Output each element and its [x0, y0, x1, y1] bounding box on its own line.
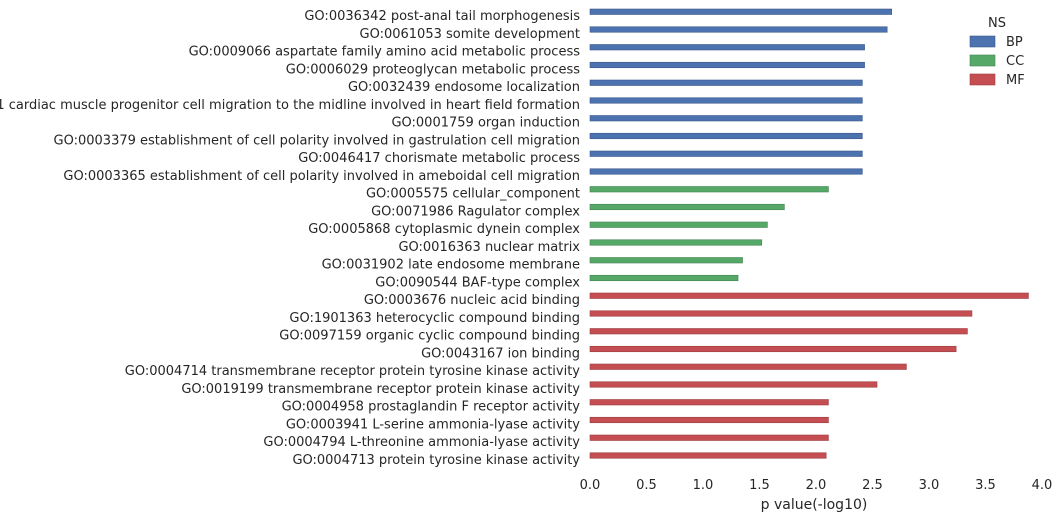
bar-bp [589, 150, 863, 157]
category-label: GO:0004794 L-threonine ammonia-lyase act… [263, 435, 580, 450]
bar-bp [589, 168, 863, 175]
x-tick-label: 1.5 [749, 478, 770, 493]
x-axis-ticks: 0.0 0.5 1.0 1.5 2.0 2.5 3.0 3.5 4.0 [580, 478, 1052, 493]
category-label: GO:0061053 somite development [360, 27, 580, 42]
bar-mf [589, 345, 957, 353]
category-label: GO:0009066 aspartate family amino acid m… [189, 45, 581, 60]
bar-mf [589, 452, 827, 459]
bar-mf [589, 381, 878, 388]
x-tick-label: 2.5 [862, 478, 883, 493]
bar-mf [589, 292, 1029, 299]
category-label: GO:0071986 Ragulator complex [371, 204, 580, 219]
category-label: GO:0016363 nuclear matrix [398, 240, 580, 255]
bar-cc [589, 274, 739, 282]
bar-bp [589, 132, 863, 140]
bar-cc [589, 239, 763, 246]
bar-bp [589, 61, 865, 69]
category-label: GO:0003676 nucleic acid binding [364, 293, 580, 308]
bar-mf [589, 328, 968, 335]
category-label: GO:1901363 heterocyclic compound binding [289, 311, 580, 326]
category-label: GO:0090544 BAF-type complex [375, 275, 580, 290]
category-label: GO:0001759 organ induction [391, 116, 580, 131]
category-label: GO:0003379 establishment of cell polarit… [54, 133, 580, 148]
legend-swatch-bp [969, 35, 996, 48]
category-label: GO:0019199 transmembrane receptor protei… [181, 382, 580, 397]
category-label: GO:0046417 chorismate metabolic process [298, 151, 580, 166]
x-tick-label: 0.0 [580, 478, 601, 493]
category-label: GO:0005868 cytoplasmic dynein complex [308, 222, 580, 237]
x-tick-label: 3.5 [975, 478, 996, 493]
bar-bp [589, 26, 888, 33]
bar-cc [589, 203, 785, 211]
x-tick-label: 4.0 [1032, 478, 1052, 493]
category-label: GO:0031902 late endosome membrane [322, 258, 580, 273]
bar-cc [589, 221, 768, 228]
bar-bp [589, 44, 865, 51]
category-label: GO:0005575 cellular_component [366, 187, 580, 202]
legend-title: NS [988, 16, 1006, 31]
category-label: GO:0003365 establishment of cell polarit… [63, 169, 580, 184]
bar-cc [589, 186, 829, 193]
x-tick-label: 1.0 [693, 478, 714, 493]
x-axis-label: p value(-log10) [761, 497, 868, 513]
bar-mf [589, 399, 829, 406]
category-label: GO:0004958 prostaglandin F receptor acti… [282, 400, 581, 415]
legend-swatch-mf [969, 73, 996, 86]
bar-bp [589, 115, 863, 122]
category-label: GO:0043167 ion binding [421, 346, 580, 361]
category-label: GO:0006029 proteoglycan metabolic proces… [286, 62, 580, 77]
x-tick-label: 3.0 [919, 478, 940, 493]
category-label: GO:0003261 cardiac muscle progenitor cel… [0, 98, 580, 113]
bar-bp [589, 8, 893, 15]
bars-layer [589, 8, 1029, 459]
bar-mf [589, 416, 829, 424]
bar-bp [589, 79, 863, 86]
legend-label-mf: MF [1006, 73, 1025, 88]
category-label: GO:0004713 protein tyrosine kinase activ… [292, 453, 580, 468]
category-labels: GO:0036342 post-anal tail morphogenesis G… [0, 9, 580, 468]
bar-cc [589, 257, 743, 264]
category-label: GO:0003941 L-serine ammonia-lyase activi… [286, 417, 580, 432]
bar-mf [589, 310, 973, 317]
category-label: GO:0036342 post-anal tail morphogenesis [304, 9, 580, 24]
x-tick-label: 0.5 [636, 478, 657, 493]
bar-mf [589, 434, 829, 441]
legend-label-bp: BP [1006, 35, 1023, 50]
bar-bp [589, 97, 863, 104]
bar-mf [589, 363, 907, 370]
category-label: GO:0097159 organic cyclic compound bindi… [279, 329, 580, 344]
category-label: GO:0032439 endosome localization [348, 80, 580, 95]
category-label: GO:0004714 transmembrane receptor protei… [125, 364, 581, 379]
legend: NS BP CC MF [969, 16, 1025, 88]
legend-label-cc: CC [1006, 54, 1024, 69]
legend-swatch-cc [969, 54, 996, 67]
x-tick-label: 2.0 [806, 478, 827, 493]
